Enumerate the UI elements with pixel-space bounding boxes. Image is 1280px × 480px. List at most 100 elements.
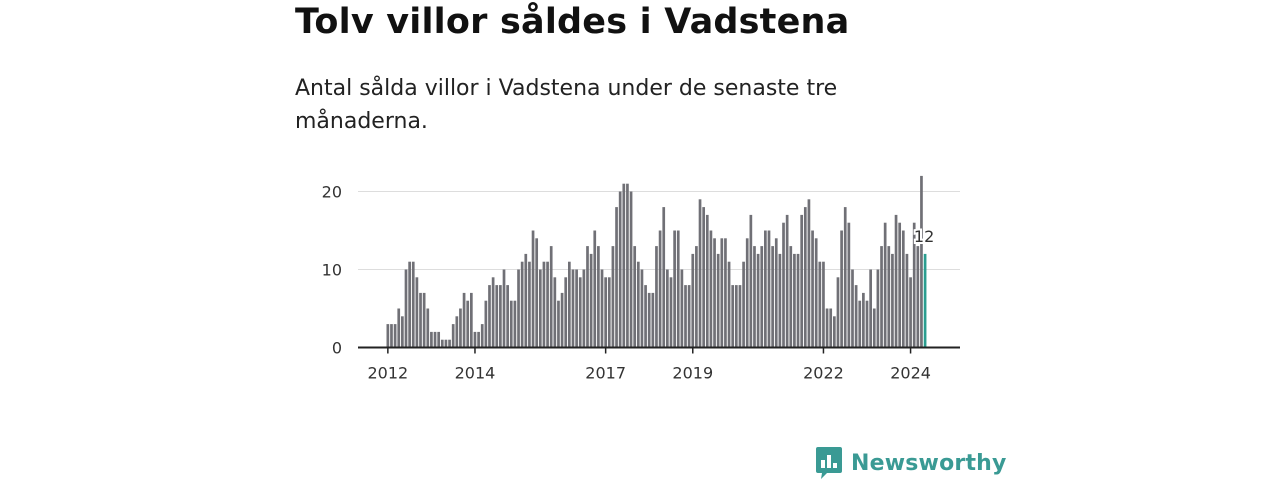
bar: [633, 246, 637, 348]
bar: [499, 285, 502, 348]
bar: [502, 269, 506, 348]
bar: [444, 339, 448, 348]
bar: [836, 277, 840, 348]
bar: [818, 261, 822, 348]
bar: [455, 316, 459, 348]
bar: [832, 316, 836, 348]
bar: [803, 207, 807, 348]
bar: [883, 222, 887, 348]
x-tick-label: 2014: [455, 364, 496, 383]
bar: [749, 214, 753, 348]
bar: [531, 230, 535, 348]
bar: [491, 277, 495, 348]
bar: [702, 207, 706, 348]
bar: [568, 261, 571, 348]
bar: [459, 308, 462, 348]
bar: [488, 285, 491, 348]
bar: [862, 292, 865, 348]
bar: [422, 292, 426, 348]
bar: [397, 308, 401, 348]
bar: [727, 261, 731, 348]
bar: [760, 246, 764, 348]
bar: [876, 269, 880, 348]
bar: [898, 222, 902, 348]
bar: [756, 253, 760, 348]
bar: [582, 269, 586, 348]
bar: [789, 246, 793, 348]
bar: [440, 339, 444, 348]
bar: [687, 285, 691, 348]
bar: [647, 292, 651, 348]
bar: [433, 331, 437, 348]
bar: [793, 253, 796, 348]
chart-subtitle: Antal sålda villor i Vadstena under de s…: [295, 76, 838, 134]
bar: [651, 292, 655, 348]
bar: [778, 253, 782, 348]
bar: [524, 253, 528, 348]
bar: [891, 253, 894, 348]
bar: [698, 199, 702, 348]
bar: [509, 300, 513, 348]
value-annotation: 12: [914, 227, 934, 246]
bar: [764, 230, 767, 348]
bar: [669, 277, 673, 348]
bar: [564, 277, 568, 348]
bar: [691, 253, 695, 348]
bar: [738, 285, 742, 348]
bar: [684, 285, 687, 348]
bar: [745, 238, 749, 348]
bar: [905, 253, 909, 348]
bar: [800, 214, 804, 348]
bar: [869, 269, 872, 348]
bar: [557, 300, 560, 348]
bar: [589, 253, 593, 348]
bar: [553, 277, 557, 348]
bar: [408, 261, 411, 348]
bar: [920, 175, 923, 348]
bar: [673, 230, 676, 348]
bar: [542, 261, 546, 348]
bar: [415, 277, 419, 348]
x-tick-label: 2019: [672, 364, 713, 383]
bar: [901, 230, 905, 348]
bar: [807, 199, 811, 348]
bar: [535, 238, 539, 348]
bar: [593, 230, 597, 348]
bar: [909, 277, 912, 348]
bar: [822, 261, 825, 348]
bar: [390, 324, 393, 348]
bar: [495, 285, 499, 348]
bar: [480, 324, 484, 348]
bar: [731, 285, 735, 348]
bar: [916, 246, 920, 348]
bar: [640, 269, 644, 348]
bar: [724, 238, 727, 348]
bar: [658, 230, 662, 348]
bar: [713, 238, 716, 348]
bar: [477, 331, 480, 348]
bar: [705, 214, 709, 348]
bar: [401, 316, 404, 348]
chart-bubble-icon: [816, 447, 842, 479]
bar: [629, 191, 633, 348]
bar: [796, 253, 800, 348]
bar: [666, 269, 669, 348]
bar: [549, 246, 553, 348]
bar: [618, 191, 622, 348]
brand-name: Newsworthy: [851, 450, 1007, 476]
bar: [858, 300, 862, 348]
bar: [538, 269, 542, 348]
bar: [520, 261, 524, 348]
y-tick-label: 10: [322, 261, 342, 280]
bar: [626, 183, 629, 348]
bar: [847, 222, 851, 348]
bar: [829, 308, 833, 348]
bar: [528, 261, 531, 348]
bar: [560, 292, 564, 348]
bar: [734, 285, 738, 348]
bar: [680, 269, 684, 348]
x-tick-label: 2017: [585, 364, 626, 383]
bar: [426, 308, 430, 348]
bar: [473, 331, 477, 348]
